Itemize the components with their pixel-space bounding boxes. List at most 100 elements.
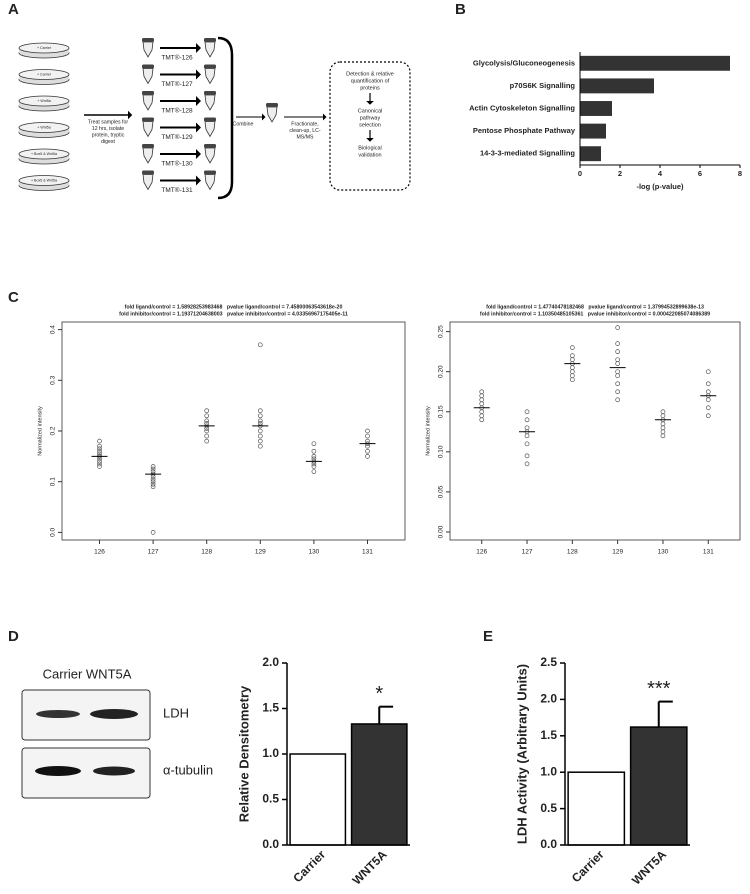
x-tick-label: WNT5A	[350, 847, 390, 887]
point	[257, 438, 263, 444]
point	[615, 373, 621, 379]
point	[311, 461, 317, 467]
y-tick-label: 0.2	[50, 426, 57, 435]
point	[365, 453, 370, 459]
category-label: Glycolysis/Gluconeogenesis	[473, 58, 575, 67]
tube-cap	[204, 117, 216, 122]
y-tick-label: 1.0	[262, 746, 279, 760]
y-tick-label: 0.5	[540, 801, 557, 815]
point	[705, 389, 711, 395]
point	[257, 428, 263, 434]
point	[257, 433, 263, 439]
sample-label: + Wnt5a	[37, 125, 50, 129]
point	[479, 413, 485, 419]
tube-cap	[142, 38, 154, 42]
step-text: Combine	[233, 121, 254, 127]
sample-label: + Wnt5a	[37, 99, 50, 103]
sample-label: + Carrier	[37, 46, 52, 50]
tube-cap	[142, 170, 154, 175]
y-axis-label: Relative Densitometry	[236, 685, 251, 822]
tmt-label: TMT®-127	[161, 80, 193, 88]
point	[257, 418, 263, 424]
tube-cap	[204, 170, 216, 175]
y-tick-label: 0.10	[438, 445, 445, 458]
blot-band	[35, 766, 81, 776]
flow-text: Biological	[358, 145, 382, 151]
point	[524, 453, 530, 459]
tube	[204, 94, 216, 111]
plot-frame	[61, 321, 406, 541]
bar	[350, 723, 408, 846]
step-text: digest	[101, 139, 115, 145]
arrow-head	[196, 122, 201, 133]
tube-cap	[204, 38, 216, 42]
point	[569, 353, 575, 359]
point	[311, 456, 317, 462]
y-tick-label: 0.15	[438, 405, 445, 418]
dish	[18, 42, 70, 54]
x-tick-label: 131	[362, 549, 373, 556]
x-tick-label: 126	[94, 549, 105, 556]
y-axis-label: Normalized intensity	[37, 406, 43, 456]
point	[365, 428, 370, 434]
y-tick-label: 0.4	[50, 325, 57, 334]
x-tick-label: 130	[658, 549, 669, 556]
point	[615, 389, 621, 395]
flow-text: validation	[358, 152, 381, 158]
y-axis-label: Normalized intensity	[425, 406, 431, 456]
step-text: MS/MS	[296, 134, 314, 140]
arrow-head	[196, 69, 201, 80]
blot-band	[36, 710, 80, 718]
point	[365, 433, 370, 439]
tmt-label: TMT®-131	[161, 186, 193, 194]
bar	[580, 123, 606, 139]
tube	[266, 106, 278, 123]
tmt-label: TMT®-129	[161, 133, 193, 141]
point	[97, 448, 102, 454]
flow-text: Detection & relative	[346, 71, 394, 77]
step-text: protein, tryptic	[92, 132, 125, 138]
point	[615, 361, 621, 367]
point	[204, 408, 210, 414]
x-tick-label: 127	[148, 549, 159, 556]
point	[311, 469, 317, 474]
arrow-head	[196, 43, 201, 53]
point	[524, 425, 530, 431]
tube	[142, 94, 154, 111]
blot-band-label: α-tubulin	[163, 762, 213, 777]
point	[705, 405, 711, 411]
point	[569, 369, 575, 375]
bracket	[217, 36, 234, 200]
tube	[142, 174, 154, 191]
tube-cap	[142, 144, 154, 148]
point	[97, 459, 102, 464]
point	[257, 443, 263, 449]
point	[705, 381, 711, 387]
flow-text: selection	[359, 122, 381, 128]
category-label: Pentose Phosphate Pathway	[473, 126, 576, 135]
point	[150, 474, 156, 479]
point	[660, 429, 666, 435]
arrow-head	[196, 96, 201, 106]
x-tick-label: WNT5A	[629, 847, 669, 887]
point	[97, 451, 102, 457]
y-tick-label: 1.0	[540, 764, 557, 778]
point	[660, 409, 666, 415]
sample-label: + Carrier	[37, 72, 52, 76]
bar	[580, 78, 654, 94]
point	[479, 401, 485, 407]
point	[524, 409, 530, 415]
point	[97, 443, 102, 449]
bar	[289, 753, 347, 846]
dish	[18, 95, 70, 107]
x-tick-label: 128	[201, 549, 212, 556]
arrow-head	[323, 113, 327, 121]
flow-text: proteins	[360, 85, 380, 91]
tmt-label: TMT®-130	[161, 160, 193, 168]
point	[204, 418, 210, 424]
point	[524, 417, 530, 423]
point	[97, 456, 102, 462]
point	[705, 413, 711, 419]
point	[705, 397, 711, 403]
